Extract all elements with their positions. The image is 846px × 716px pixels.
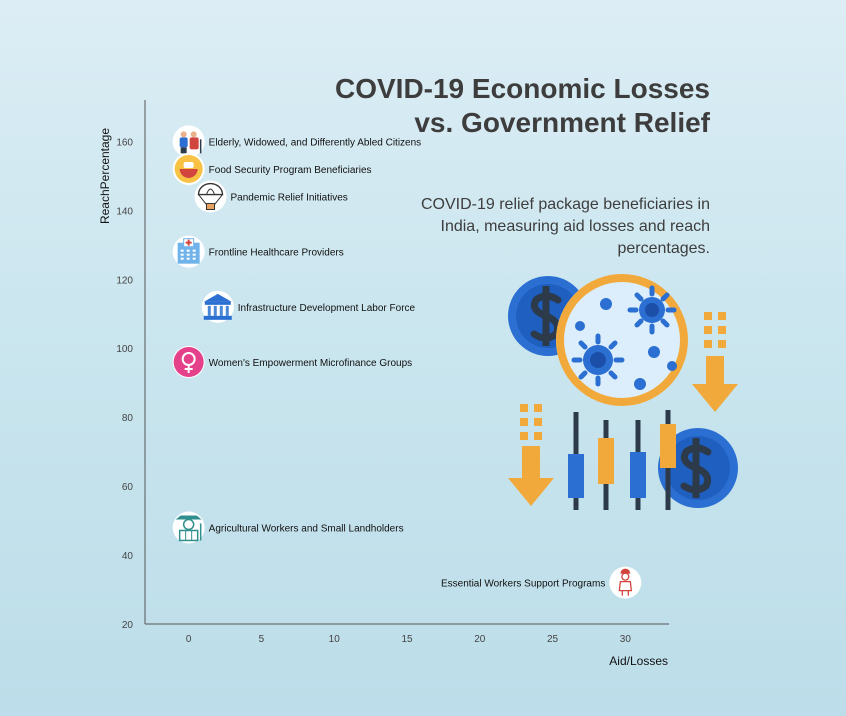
x-tick-label: 10 (329, 634, 341, 645)
data-point-label: Pandemic Relief Initiatives (231, 193, 348, 204)
data-point: Food Security Program Beneficiaries (172, 152, 372, 185)
parachute-aid-icon (197, 182, 224, 211)
data-point-label: Agricultural Workers and Small Landholde… (209, 523, 404, 534)
worker-icon (618, 568, 633, 596)
chart-subtitle: COVID-19 relief package beneficiaries in… (420, 196, 710, 257)
data-point-label: Women's Empowerment Microfinance Groups (209, 358, 412, 369)
data-point: Agricultural Workers and Small Landholde… (172, 511, 404, 544)
data-point-label: Elderly, Widowed, and Differently Abled … (209, 137, 422, 148)
data-point: Elderly, Widowed, and Differently Abled … (172, 125, 422, 158)
y-tick-label: 60 (122, 482, 134, 493)
x-tick-label: 0 (186, 634, 192, 645)
data-point: Essential Workers Support Programs (441, 566, 642, 599)
data-point-label: Frontline Healthcare Providers (209, 248, 344, 259)
y-tick-label: 140 (116, 206, 133, 217)
data-point-label: Essential Workers Support Programs (441, 579, 605, 590)
y-tick-label: 120 (116, 275, 133, 286)
data-point: Pandemic Relief Initiatives (194, 180, 348, 213)
data-point-marker (172, 125, 205, 158)
y-tick-label: 160 (116, 137, 133, 148)
x-tick-label: 20 (474, 634, 486, 645)
y-tick-label: 80 (122, 413, 134, 424)
female-symbol-icon (173, 347, 204, 377)
y-tick-label: 20 (122, 620, 134, 631)
chart-title: COVID-19 Economic Losses vs. Government … (334, 73, 710, 138)
elderly-couple-icon (179, 131, 202, 154)
x-tick-label: 15 (401, 634, 413, 645)
y-axis-label: ReachPercentage (98, 127, 112, 225)
finance-virus-illustration-icon (508, 274, 738, 510)
x-tick-label: 5 (259, 634, 265, 645)
data-point: Frontline Healthcare Providers (172, 235, 344, 268)
x-tick-label: 30 (620, 634, 632, 645)
y-tick-label: 100 (116, 344, 133, 355)
government-building-icon (203, 293, 232, 320)
hospital-icon (177, 238, 200, 264)
y-tick-label: 40 (122, 551, 134, 562)
data-point: Women's Empowerment Microfinance Groups (172, 346, 412, 378)
farmer-icon (175, 515, 202, 542)
data-point-marker (609, 566, 642, 599)
x-axis-label: Aid/Losses (609, 654, 668, 668)
x-tick-label: 25 (547, 634, 559, 645)
data-point-marker (194, 180, 227, 213)
chart-points: Elderly, Widowed, and Differently Abled … (172, 125, 642, 599)
data-point-label: Infrastructure Development Labor Force (238, 303, 416, 314)
chart-axes: 0 5 10 15 20 25 30 20 40 60 80 100 120 140 160 (116, 100, 669, 645)
data-point-label: Food Security Program Beneficiaries (209, 165, 372, 176)
data-point: Infrastructure Development Labor Force (201, 290, 416, 323)
food-bowl-icon (174, 154, 203, 183)
